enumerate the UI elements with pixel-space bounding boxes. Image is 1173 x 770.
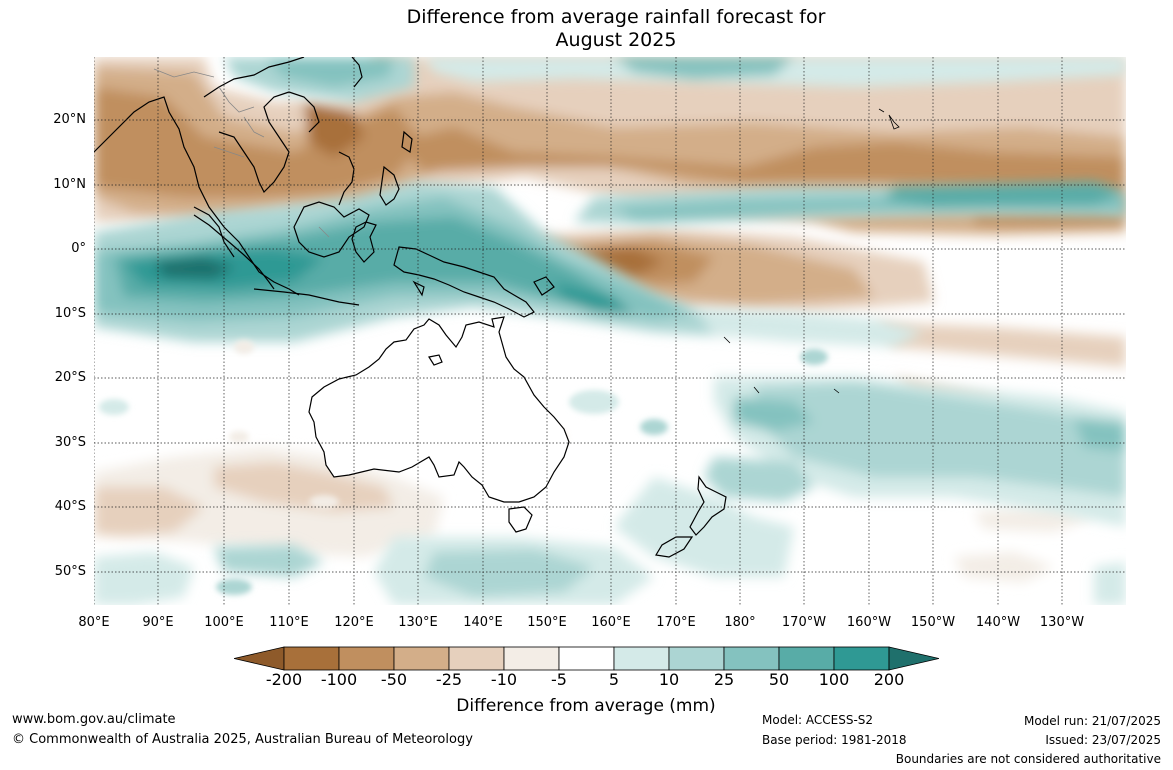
legend-colour-box xyxy=(613,646,670,671)
lon-label-100e: 100°E xyxy=(204,615,244,630)
lon-label-170w: 170°W xyxy=(781,615,827,630)
wet-anomaly-areas xyxy=(94,57,1126,605)
legend-tick-label: -100 xyxy=(320,670,358,689)
lon-label-140e: 140°E xyxy=(463,615,503,630)
lon-label-180: 180° xyxy=(724,615,756,630)
lon-label-160w: 160°W xyxy=(846,615,892,630)
lon-label-140w: 140°W xyxy=(975,615,1021,630)
lon-label-170e: 170°E xyxy=(656,615,696,630)
lon-label-130e: 130°E xyxy=(398,615,438,630)
legend-colour-box xyxy=(338,646,395,671)
legend-tick-label: 5 xyxy=(608,670,620,689)
website-link[interactable]: www.bom.gov.au/climate xyxy=(12,712,176,727)
boundaries-disclaimer: Boundaries are not considered authoritat… xyxy=(895,752,1161,766)
legend-colour-box xyxy=(448,646,505,671)
legend-arrow-dry xyxy=(234,646,285,671)
lon-label-150w: 150°W xyxy=(910,615,956,630)
graticule xyxy=(94,57,1126,605)
rainfall-anomaly-map xyxy=(94,57,1126,605)
legend-colour-box xyxy=(503,646,560,671)
legend-title: Difference from average (mm) xyxy=(456,696,716,716)
legend-tick-label: -10 xyxy=(490,670,518,689)
legend-colour-box xyxy=(393,646,450,671)
lon-label-160e: 160°E xyxy=(591,615,631,630)
legend-tick-label: -25 xyxy=(435,670,463,689)
legend-colour-box xyxy=(778,646,835,671)
lat-label-20n: 20°N xyxy=(53,112,86,127)
lat-label-10n: 10°N xyxy=(53,177,86,192)
legend-colour-box xyxy=(283,646,340,671)
lon-label-150e: 150°E xyxy=(527,615,567,630)
tasmania-coastline xyxy=(508,506,533,533)
lat-label-40s: 40°S xyxy=(54,499,86,514)
legend-tick-label: 50 xyxy=(768,670,790,689)
lat-label-50s: 50°S xyxy=(54,564,86,579)
lon-label-120e: 120°E xyxy=(334,615,374,630)
base-period: Base period: 1981-2018 xyxy=(762,733,907,747)
copyright-text: © Commonwealth of Australia 2025, Austra… xyxy=(12,732,473,747)
chart-title-line-2: August 2025 xyxy=(555,29,677,51)
legend-arrow-wet xyxy=(888,646,939,671)
legend-tick-label: 25 xyxy=(713,670,735,689)
lon-label-130w: 130°W xyxy=(1039,615,1085,630)
model-name: Model: ACCESS-S2 xyxy=(762,713,874,727)
legend-colour-box xyxy=(723,646,780,671)
legend-tick-label: -5 xyxy=(551,670,567,689)
country-borders xyxy=(153,68,330,238)
legend-colour-box xyxy=(668,646,725,671)
colour-legend xyxy=(234,646,939,671)
lon-label-80e: 80°E xyxy=(78,615,110,630)
model-run-date: Model run: 21/07/2025 xyxy=(1023,714,1161,728)
lon-label-90e: 90°E xyxy=(142,615,174,630)
lat-label-20s: 20°S xyxy=(54,370,86,385)
lat-label-10s: 10°S xyxy=(54,306,86,321)
lon-label-110e: 110°E xyxy=(269,615,309,630)
legend-tick-label: 100 xyxy=(818,670,850,689)
legend-tick-label: 200 xyxy=(873,670,905,689)
legend-colour-box xyxy=(833,646,890,671)
australia-coastline xyxy=(308,316,570,503)
legend-tick-label: -50 xyxy=(380,670,408,689)
lat-label-30s: 30°S xyxy=(54,435,86,450)
issued-date: Issued: 23/07/2025 xyxy=(1045,733,1161,747)
legend-colour-box xyxy=(558,646,615,671)
legend-tick-label: 10 xyxy=(658,670,680,689)
lat-label-0: 0° xyxy=(71,241,86,256)
chart-title-line-1: Difference from average rainfall forecas… xyxy=(406,6,826,28)
legend-tick-label: -200 xyxy=(265,670,303,689)
